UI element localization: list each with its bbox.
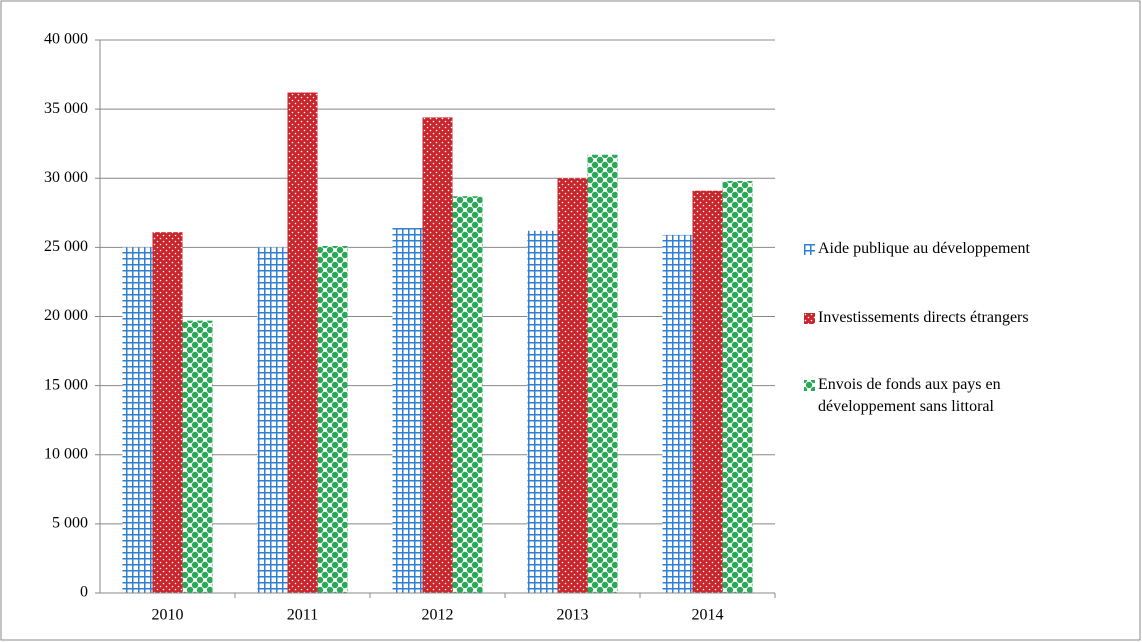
bar (557, 178, 588, 593)
bar (392, 228, 423, 593)
bar (452, 196, 483, 593)
legend-swatch (804, 244, 815, 255)
x-tick-label: 2014 (692, 607, 724, 624)
y-tick-label: 40 000 (44, 31, 88, 48)
y-tick-label: 15 000 (44, 376, 88, 393)
bar (722, 181, 753, 593)
y-tick-label: 5 000 (52, 515, 88, 532)
bar (587, 154, 618, 593)
legend-label: Aide publique au développement (818, 240, 1030, 257)
bar (422, 117, 453, 594)
bar (257, 247, 288, 593)
x-tick-label: 2010 (152, 607, 184, 624)
legend-item: Aide publique au développement (804, 238, 1030, 260)
bar (662, 234, 693, 593)
y-tick-label: 0 (80, 584, 88, 601)
bar (527, 230, 558, 593)
legend-swatch (804, 313, 815, 324)
bar (692, 190, 723, 593)
y-tick-label: 25 000 (44, 238, 88, 255)
y-tick-label: 35 000 (44, 100, 88, 117)
x-tick-label: 2013 (557, 607, 589, 624)
bar (122, 247, 153, 593)
x-tick-label: 2012 (422, 607, 454, 624)
legend-item: Envois de fonds aux pays en développemen… (804, 374, 1093, 418)
legend-item: Investissements directs étrangers (804, 307, 1029, 329)
legend-swatch (804, 380, 815, 391)
bar (152, 232, 183, 594)
bar (317, 245, 348, 593)
legend-label: Envois de fonds aux pays en développemen… (818, 376, 1001, 415)
bar (182, 320, 213, 593)
x-tick-label: 2011 (287, 607, 318, 624)
legend-label: Investissements directs étrangers (818, 309, 1029, 326)
y-tick-label: 30 000 (44, 169, 88, 186)
bar (287, 92, 318, 593)
y-tick-label: 10 000 (44, 445, 88, 462)
y-tick-label: 20 000 (44, 307, 88, 324)
